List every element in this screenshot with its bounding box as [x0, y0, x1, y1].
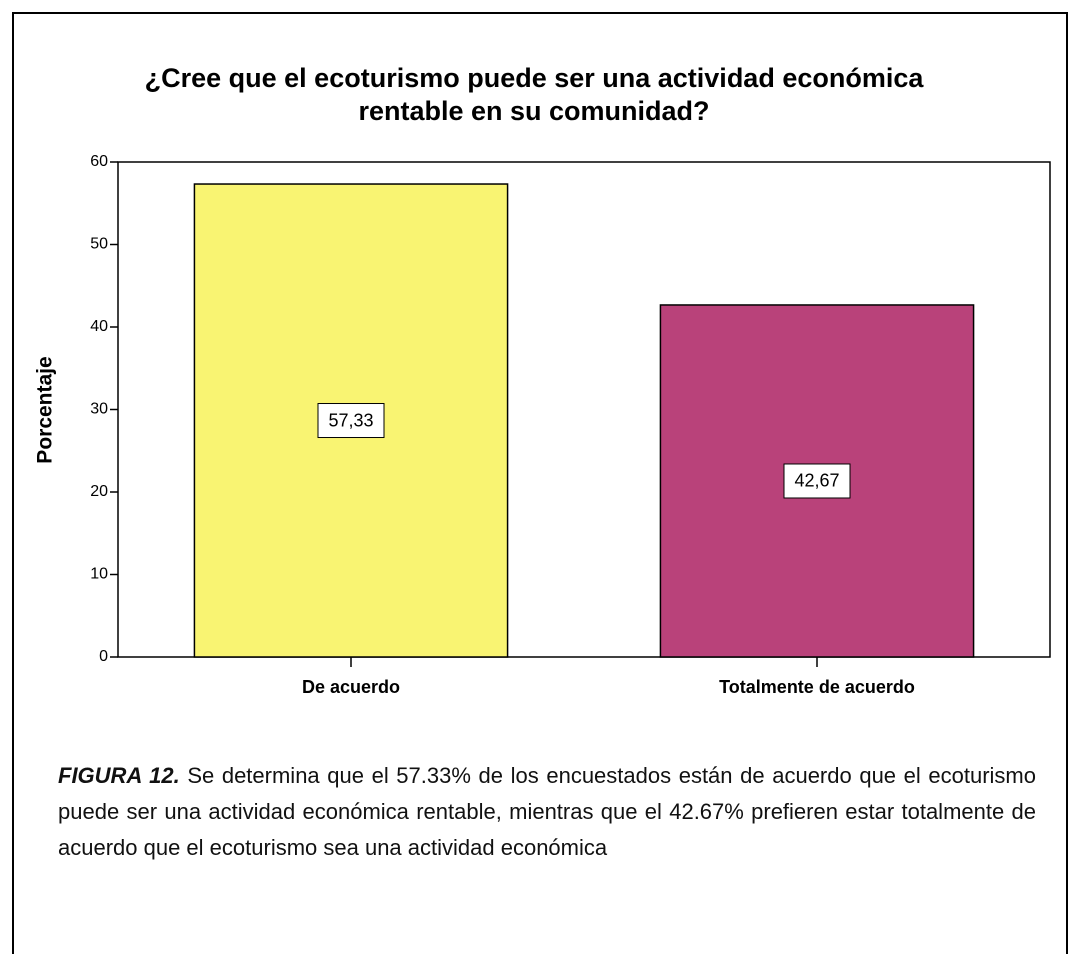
- page: ¿Cree que el ecoturismo puede ser una ac…: [12, 12, 1068, 954]
- y-tick-label: 30: [90, 401, 108, 418]
- y-tick-label: 60: [90, 153, 108, 170]
- chart-title: ¿Cree que el ecoturismo puede ser una ac…: [145, 63, 925, 93]
- chart: ¿Cree que el ecoturismo puede ser una ac…: [34, 63, 1051, 697]
- x-tick-label: De acuerdo: [302, 677, 400, 697]
- y-tick-label: 20: [90, 483, 108, 500]
- y-tick-label: 40: [90, 318, 108, 335]
- caption: FIGURA 12. Se determina que el 57.33% de…: [58, 758, 1036, 892]
- y-tick-label: 50: [90, 236, 108, 253]
- frame: [12, 12, 1068, 954]
- value-label-box: [317, 403, 385, 439]
- y-axis-label: Porcentaje: [34, 356, 57, 463]
- caption-label: FIGURA 12.: [58, 763, 180, 788]
- value-label: 42,67: [794, 471, 839, 491]
- caption-text: Se determina que el 57.33% de los encues…: [58, 763, 1036, 860]
- y-tick-label: 0: [99, 648, 108, 665]
- value-label-box: [783, 463, 851, 499]
- y-tick-label: 10: [90, 566, 108, 583]
- x-tick-label: Totalmente de acuerdo: [719, 677, 915, 697]
- value-label: 57,33: [328, 410, 373, 430]
- chart-title: rentable en su comunidad?: [358, 96, 709, 126]
